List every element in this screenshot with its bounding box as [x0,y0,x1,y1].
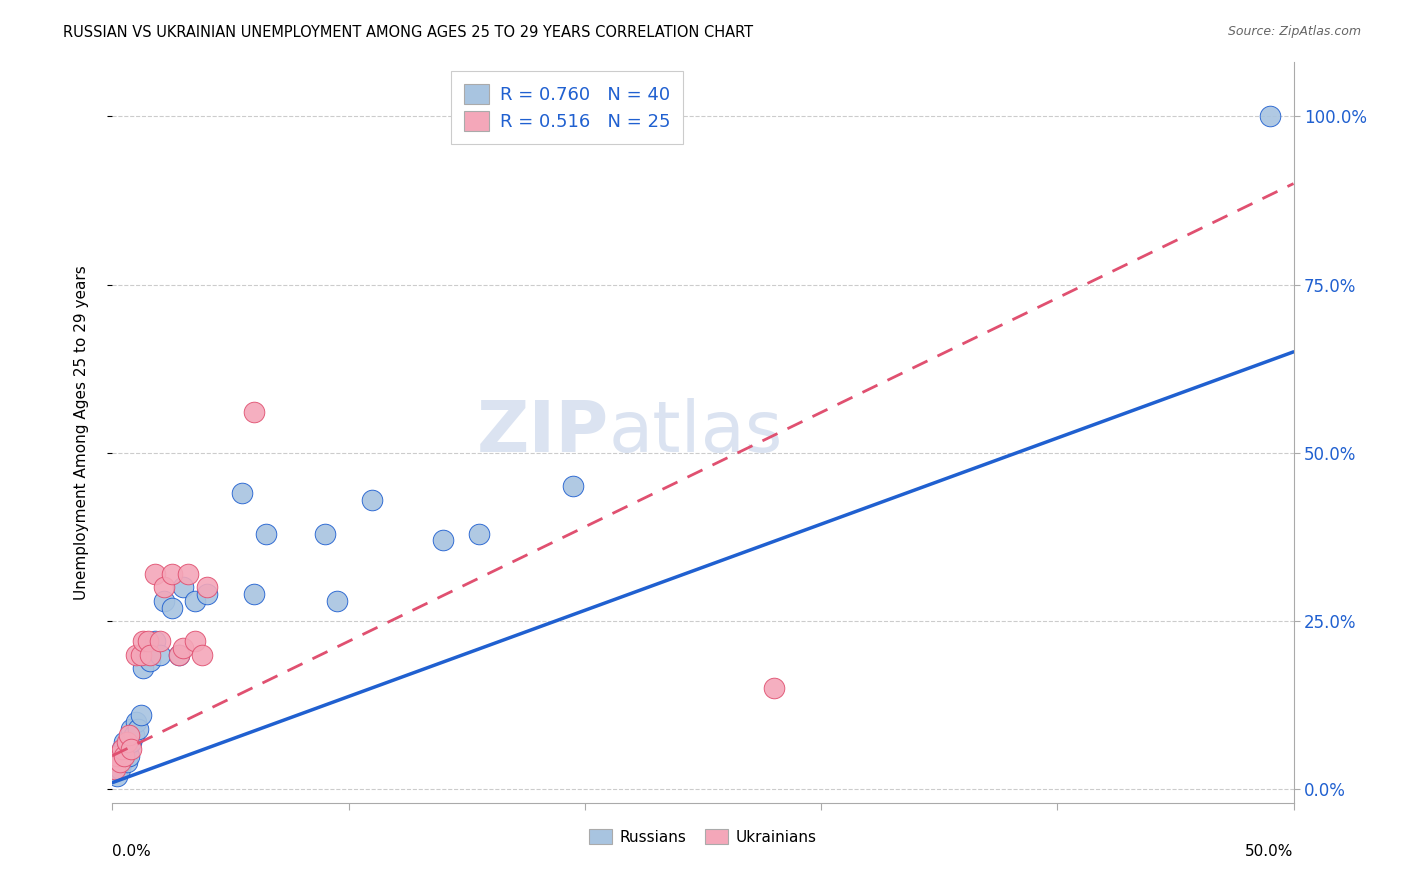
Point [115,742,138,756]
Point [149,648,172,662]
Point [762,681,785,696]
Point [160,566,183,581]
Point [111,756,134,770]
Point [243,587,266,601]
Point [172,640,194,655]
Y-axis label: Unemployment Among Ages 25 to 29 years: Unemployment Among Ages 25 to 29 years [75,265,89,600]
Text: 50.0%: 50.0% [1246,844,1294,858]
Text: Source: ZipAtlas.com: Source: ZipAtlas.com [1227,25,1361,38]
Point [105,748,128,763]
Text: atlas: atlas [609,398,783,467]
Point [562,479,585,493]
Point [136,634,159,648]
Text: ZIP: ZIP [477,398,609,467]
Point [167,648,190,662]
Text: RUSSIAN VS UKRAINIAN UNEMPLOYMENT AMONG AGES 25 TO 29 YEARS CORRELATION CHART: RUSSIAN VS UKRAINIAN UNEMPLOYMENT AMONG … [63,25,754,40]
Point [115,756,138,770]
Text: 0.0%: 0.0% [112,844,152,858]
Point [1258,109,1281,123]
Point [118,729,141,743]
Point [153,581,176,595]
Point [108,756,131,770]
Point [108,762,131,776]
Point [104,762,127,776]
Point [112,735,135,749]
Point [135,648,157,662]
Point [172,581,194,595]
Point [112,748,135,763]
Point [254,526,277,541]
Point [139,648,162,662]
Point [153,594,176,608]
Point [143,566,166,581]
Point [111,742,134,756]
Point [231,486,253,500]
Point [467,526,489,541]
Point [125,714,148,729]
Point [361,492,384,507]
Point [111,742,134,756]
Point [314,526,336,541]
Point [127,722,149,736]
Point [105,756,128,770]
Point [108,748,131,763]
Point [195,581,218,595]
Point [104,762,127,776]
Point [139,655,162,669]
Point [326,594,349,608]
Point [112,748,135,763]
Point [149,634,172,648]
Point [125,648,148,662]
Legend: Russians, Ukrainians: Russians, Ukrainians [583,822,823,851]
Point [184,634,207,648]
Point [115,735,138,749]
Point [122,729,145,743]
Point [177,566,200,581]
Point [120,735,142,749]
Point [129,648,152,662]
Point [432,533,454,548]
Point [195,587,218,601]
Point [129,708,152,723]
Point [132,661,155,675]
Point [132,634,155,648]
Point [167,648,190,662]
Point [143,634,166,648]
Point [136,648,159,662]
Point [120,742,142,756]
Point [105,769,128,783]
Point [243,405,266,419]
Point [184,594,207,608]
Point [118,748,141,763]
Point [160,600,183,615]
Point [191,648,214,662]
Point [120,722,142,736]
